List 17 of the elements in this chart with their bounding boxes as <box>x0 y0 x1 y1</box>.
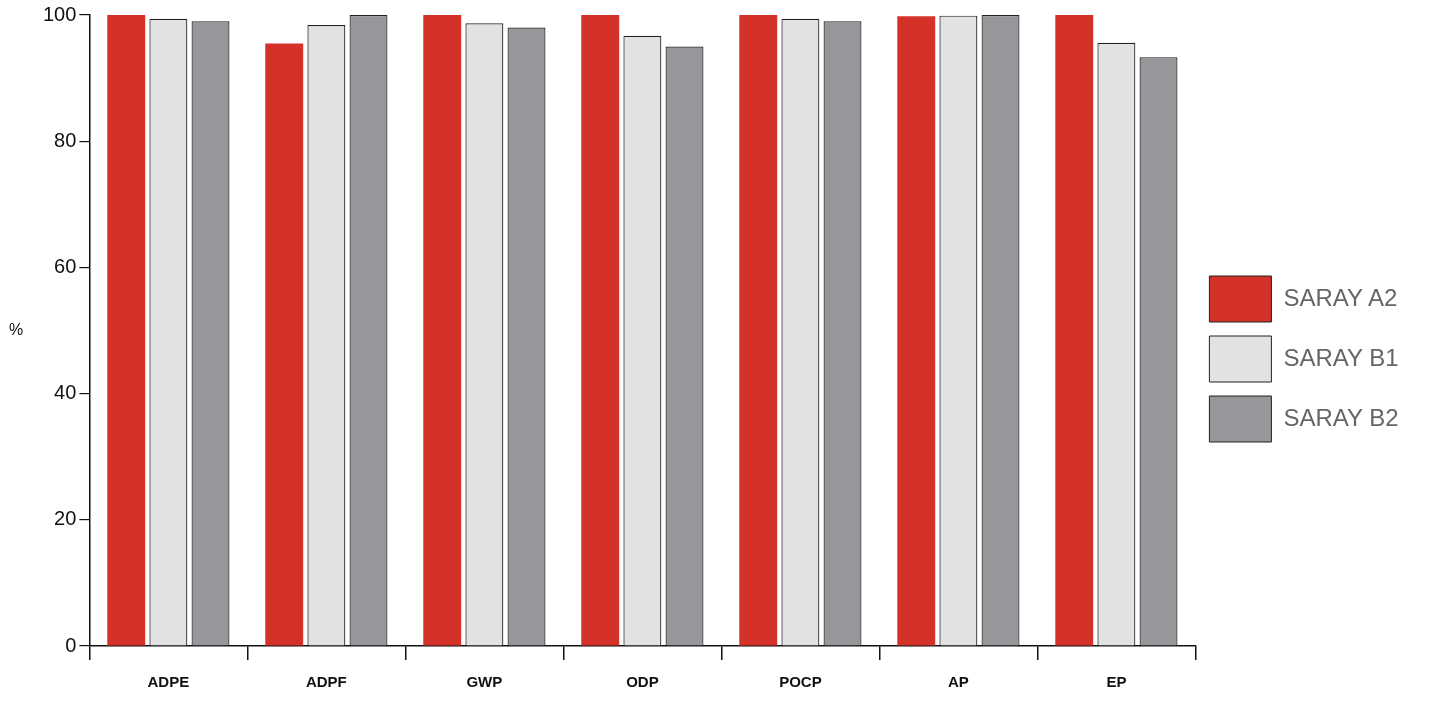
x-tick-label: ADPE <box>147 673 190 691</box>
x-tick-label: AP <box>947 673 969 691</box>
y-axis-title: % <box>8 320 24 338</box>
y-tick-label: 100 <box>42 2 77 25</box>
y-tick-label: 60 <box>54 254 77 277</box>
y-tick-label: 0 <box>65 633 77 656</box>
x-tick-label: EP <box>1106 673 1127 691</box>
legend-label: SARAY B2 <box>1283 403 1399 431</box>
x-tick-label: POCP <box>779 673 822 691</box>
y-tick-label: 80 <box>54 128 77 151</box>
x-tick-label: GWP <box>466 673 503 691</box>
legend-label: SARAY B1 <box>1283 343 1399 371</box>
legend-label: SARAY A2 <box>1283 283 1398 311</box>
x-tick-label: ODP <box>626 673 659 691</box>
y-tick-label: 40 <box>54 381 77 404</box>
x-tick-label: ADPF <box>305 673 347 691</box>
y-tick-label: 20 <box>54 507 77 530</box>
